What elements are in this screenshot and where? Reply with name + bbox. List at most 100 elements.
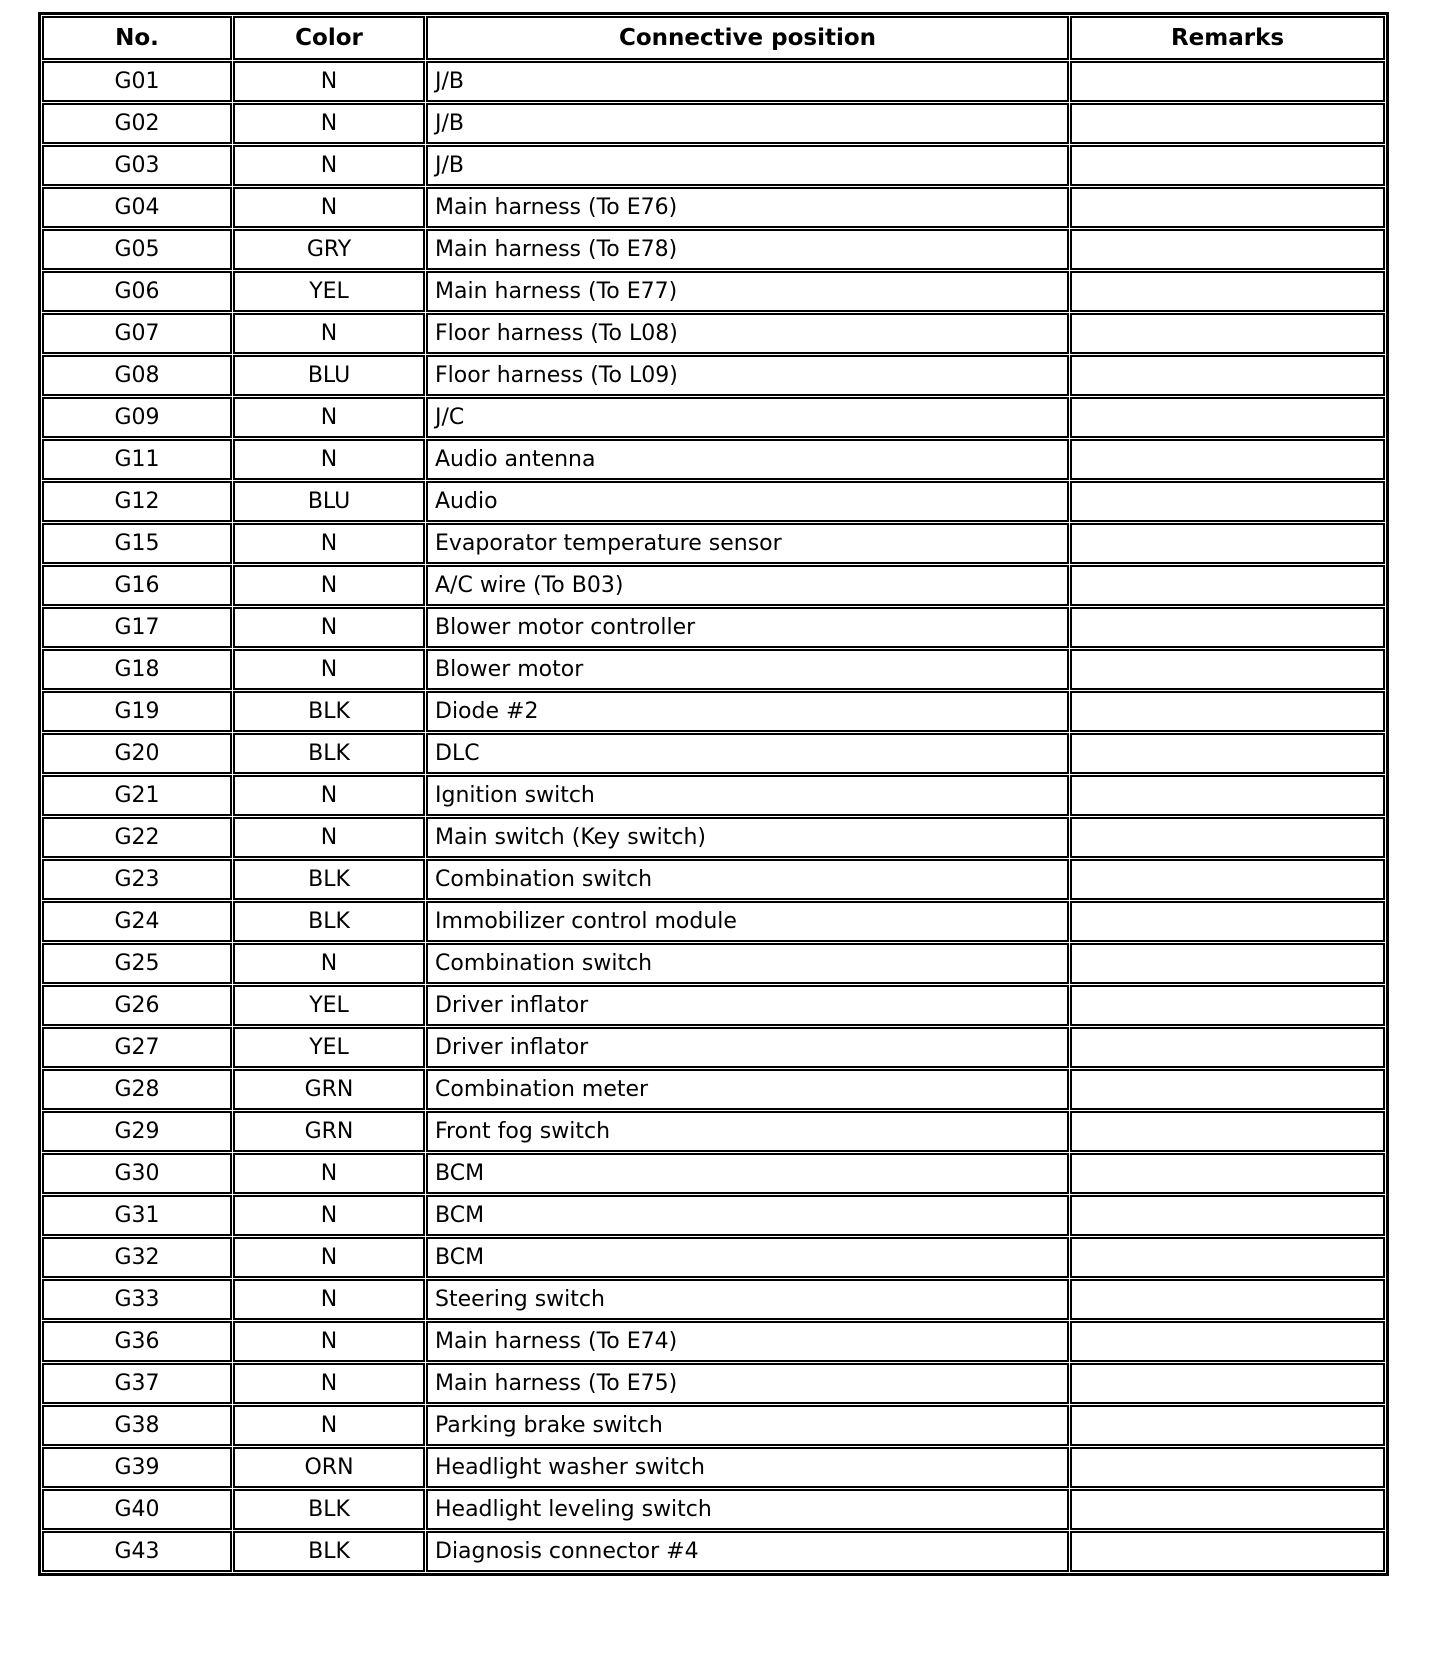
table-row: G06 YEL Main harness (To E77)	[42, 271, 1385, 312]
row-position-cell: Main harness (To E75)	[426, 1363, 1069, 1404]
row-no-cell: G29	[42, 1111, 232, 1152]
row-no-cell: G37	[42, 1363, 232, 1404]
row-no-cell: G19	[42, 691, 232, 732]
row-remarks-cell	[1070, 1531, 1385, 1572]
row-color-cell: N	[233, 187, 425, 228]
table-row: G04 N Main harness (To E76)	[42, 187, 1385, 228]
row-remarks-cell	[1070, 523, 1385, 564]
row-color-cell: N	[233, 943, 425, 984]
row-color-cell: BLK	[233, 733, 425, 774]
row-no-cell: G05	[42, 229, 232, 270]
row-position-cell: Ignition switch	[426, 775, 1069, 816]
table-row: G33 N Steering switch	[42, 1279, 1385, 1320]
table-row: G29 GRN Front fog switch	[42, 1111, 1385, 1152]
row-remarks-cell	[1070, 1111, 1385, 1152]
row-color-cell: N	[233, 1237, 425, 1278]
row-remarks-cell	[1070, 607, 1385, 648]
row-position-cell: Immobilizer control module	[426, 901, 1069, 942]
row-position-cell: A/C wire (To B03)	[426, 565, 1069, 606]
table-row: G03 N J/B	[42, 145, 1385, 186]
row-position-cell: Audio	[426, 481, 1069, 522]
row-color-cell: BLK	[233, 859, 425, 900]
row-color-cell: BLK	[233, 901, 425, 942]
row-position-cell: J/B	[426, 61, 1069, 102]
row-color-cell: BLU	[233, 355, 425, 396]
table-row: G19 BLK Diode #2	[42, 691, 1385, 732]
row-no-cell: G36	[42, 1321, 232, 1362]
row-position-cell: J/B	[426, 103, 1069, 144]
table-row: G11 N Audio antenna	[42, 439, 1385, 480]
row-color-cell: N	[233, 775, 425, 816]
row-no-cell: G39	[42, 1447, 232, 1488]
row-remarks-cell	[1070, 565, 1385, 606]
table-row: G09 N J/C	[42, 397, 1385, 438]
row-color-cell: GRN	[233, 1069, 425, 1110]
row-position-cell: Driver inflator	[426, 1027, 1069, 1068]
row-position-cell: Blower motor controller	[426, 607, 1069, 648]
table-row: G02 N J/B	[42, 103, 1385, 144]
row-remarks-cell	[1070, 1195, 1385, 1236]
table-row: G18 N Blower motor	[42, 649, 1385, 690]
row-position-cell: Blower motor	[426, 649, 1069, 690]
row-position-cell: Front fog switch	[426, 1111, 1069, 1152]
row-position-cell: BCM	[426, 1195, 1069, 1236]
row-color-cell: YEL	[233, 1027, 425, 1068]
row-position-cell: Headlight leveling switch	[426, 1489, 1069, 1530]
table-row: G07 N Floor harness (To L08)	[42, 313, 1385, 354]
row-no-cell: G27	[42, 1027, 232, 1068]
row-remarks-cell	[1070, 817, 1385, 858]
table-row: G16 N A/C wire (To B03)	[42, 565, 1385, 606]
row-no-cell: G33	[42, 1279, 232, 1320]
row-no-cell: G24	[42, 901, 232, 942]
row-remarks-cell	[1070, 1447, 1385, 1488]
row-no-cell: G06	[42, 271, 232, 312]
row-position-cell: Driver inflator	[426, 985, 1069, 1026]
row-remarks-cell	[1070, 355, 1385, 396]
table-row: G38 N Parking brake switch	[42, 1405, 1385, 1446]
row-position-cell: BCM	[426, 1153, 1069, 1194]
row-color-cell: N	[233, 1405, 425, 1446]
table-row: G40 BLK Headlight leveling switch	[42, 1489, 1385, 1530]
row-no-cell: G21	[42, 775, 232, 816]
row-no-cell: G12	[42, 481, 232, 522]
row-position-cell: Combination switch	[426, 943, 1069, 984]
row-no-cell: G07	[42, 313, 232, 354]
row-remarks-cell	[1070, 1363, 1385, 1404]
row-position-cell: Audio antenna	[426, 439, 1069, 480]
row-no-cell: G40	[42, 1489, 232, 1530]
row-color-cell: N	[233, 61, 425, 102]
row-color-cell: N	[233, 103, 425, 144]
row-position-cell: J/C	[426, 397, 1069, 438]
row-remarks-cell	[1070, 145, 1385, 186]
table-row: G01 N J/B	[42, 61, 1385, 102]
row-no-cell: G26	[42, 985, 232, 1026]
table-row: G21 N Ignition switch	[42, 775, 1385, 816]
row-no-cell: G28	[42, 1069, 232, 1110]
row-color-cell: N	[233, 523, 425, 564]
row-remarks-cell	[1070, 1027, 1385, 1068]
row-remarks-cell	[1070, 313, 1385, 354]
row-color-cell: N	[233, 145, 425, 186]
row-remarks-cell	[1070, 1279, 1385, 1320]
table-row: G15 N Evaporator temperature sensor	[42, 523, 1385, 564]
row-position-cell: Headlight washer switch	[426, 1447, 1069, 1488]
row-remarks-cell	[1070, 985, 1385, 1026]
row-position-cell: DLC	[426, 733, 1069, 774]
row-color-cell: YEL	[233, 985, 425, 1026]
row-color-cell: BLU	[233, 481, 425, 522]
row-position-cell: Combination meter	[426, 1069, 1069, 1110]
row-no-cell: G04	[42, 187, 232, 228]
row-position-cell: Floor harness (To L09)	[426, 355, 1069, 396]
table-row: G23 BLK Combination switch	[42, 859, 1385, 900]
row-remarks-cell	[1070, 649, 1385, 690]
row-no-cell: G32	[42, 1237, 232, 1278]
row-color-cell: N	[233, 1279, 425, 1320]
row-remarks-cell	[1070, 859, 1385, 900]
row-color-cell: GRY	[233, 229, 425, 270]
row-remarks-cell	[1070, 397, 1385, 438]
row-color-cell: N	[233, 1195, 425, 1236]
row-color-cell: YEL	[233, 271, 425, 312]
row-remarks-cell	[1070, 1405, 1385, 1446]
row-position-cell: Parking brake switch	[426, 1405, 1069, 1446]
table-row: G31 N BCM	[42, 1195, 1385, 1236]
